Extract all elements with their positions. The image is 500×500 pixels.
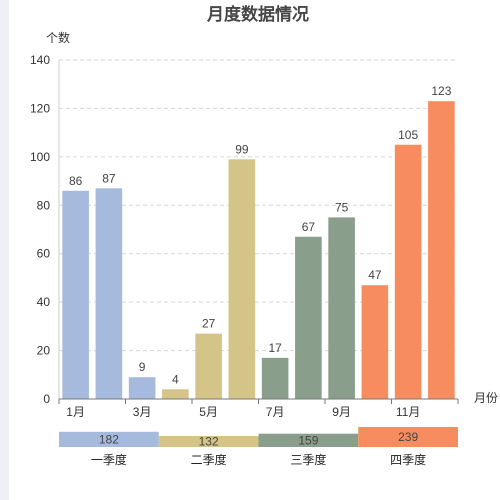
quarter-block[interactable]	[358, 427, 458, 447]
x-tick-label: 11月	[396, 405, 420, 419]
quarter-label: 三季度	[290, 452, 326, 467]
bar-value-label: 105	[398, 128, 418, 142]
quarter-summary-strip: 182 一季度 132 二季度 159 三季度 239 四季度	[59, 427, 458, 467]
y-axis-title: 个数	[46, 30, 70, 45]
bar-value-label: 47	[368, 268, 382, 282]
bar[interactable]	[195, 333, 222, 399]
y-tick-label: 120	[30, 101, 50, 115]
y-tick-label: 0	[43, 392, 50, 406]
y-tick-label: 100	[30, 150, 50, 164]
x-axis-ticks: 1月 3月 5月 7月 9月 11月	[58, 399, 459, 419]
bar[interactable]	[62, 190, 89, 399]
bar-value-label: 87	[102, 171, 116, 185]
quarter-label: 二季度	[191, 452, 227, 467]
quarter-value: 182	[99, 432, 119, 446]
bar-value-label: 9	[139, 360, 146, 374]
bar-value-label: 123	[431, 84, 451, 98]
x-tick-label: 7月	[266, 405, 285, 419]
bar-value-label: 4	[172, 372, 179, 386]
quarter-block[interactable]	[59, 431, 159, 447]
y-tick-label: 80	[37, 198, 51, 212]
y-tick-label: 60	[37, 247, 51, 261]
bar[interactable]	[328, 217, 355, 399]
x-tick-label: 3月	[133, 405, 152, 419]
bar-value-label: 17	[268, 341, 282, 355]
bar[interactable]	[295, 236, 322, 399]
bar[interactable]	[261, 357, 289, 399]
x-tick-label: 5月	[199, 405, 218, 419]
x-tick-label: 9月	[332, 405, 351, 419]
bar[interactable]	[428, 101, 455, 400]
bar[interactable]	[228, 159, 256, 399]
bar-value-label: 99	[235, 142, 249, 156]
quarter-block[interactable]	[258, 433, 359, 447]
bar-value-label: 86	[69, 174, 83, 188]
bar-value-label: 67	[302, 220, 316, 234]
bar[interactable]	[394, 144, 422, 399]
chart-title: 月度数据情况	[206, 4, 309, 24]
bars	[62, 101, 455, 400]
quarter-value: 132	[199, 434, 219, 448]
bar[interactable]	[361, 285, 389, 399]
y-tick-label: 20	[37, 344, 51, 358]
bar[interactable]	[162, 389, 189, 399]
grid-lines	[59, 59, 458, 352]
x-axis-title: 月份	[474, 391, 498, 405]
bar-value-labels: 86 87 9 4 27 99 17 67 75 47 105 123	[69, 84, 452, 386]
quarter-label: 四季度	[390, 452, 426, 467]
y-tick-label: 40	[37, 295, 51, 309]
y-axis-ticks: 0 20 40 60 80 100 120 140	[30, 53, 50, 406]
quarter-value: 159	[298, 433, 318, 447]
quarter-block[interactable]	[158, 435, 259, 447]
x-tick-label: 1月	[66, 405, 85, 419]
bar-value-label: 27	[202, 317, 216, 331]
left-edge-strip	[0, 0, 9, 500]
bar[interactable]	[128, 377, 156, 399]
quarter-value: 239	[398, 430, 418, 444]
quarter-label: 一季度	[91, 452, 127, 467]
y-tick-label: 140	[30, 53, 50, 67]
bar-value-label: 75	[335, 200, 349, 214]
bar[interactable]	[95, 188, 123, 399]
